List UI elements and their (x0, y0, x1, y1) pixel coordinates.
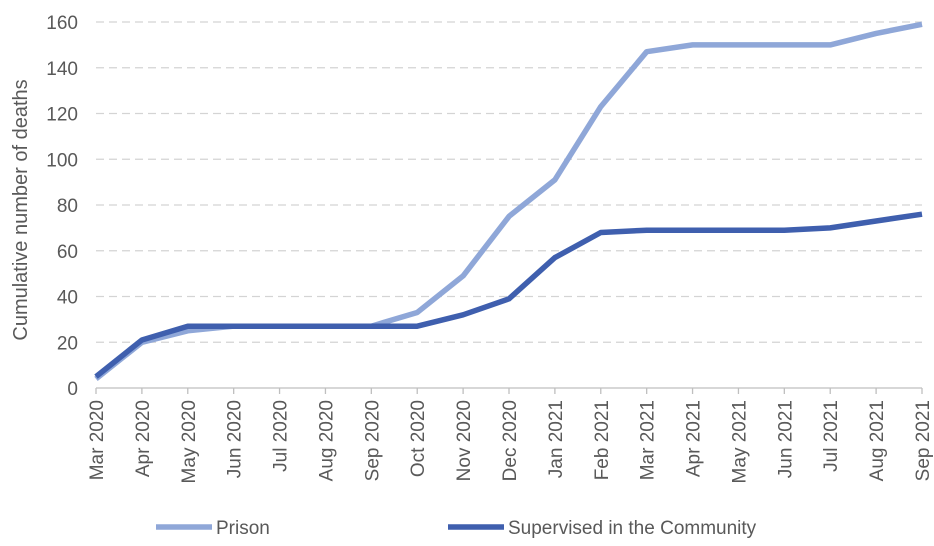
x-tick-label: Sep 2020 (362, 400, 383, 481)
x-tick-label: Jul 2021 (821, 400, 842, 472)
x-tick-label: Mar 2021 (638, 400, 659, 480)
x-tick-label: Sep 2021 (913, 400, 934, 481)
x-tick-label: May 2021 (729, 400, 750, 483)
x-tick-label: Jun 2021 (775, 400, 796, 478)
x-tick-label: Nov 2020 (454, 400, 475, 481)
y-tick-label: 160 (46, 13, 78, 34)
y-tick-label: 60 (57, 242, 78, 263)
x-tick-label: Jul 2020 (271, 400, 292, 472)
y-tick-label: 100 (46, 150, 78, 171)
x-tick-label: Aug 2020 (316, 400, 337, 481)
y-tick-label: 140 (46, 59, 78, 80)
gridlines (96, 21, 922, 343)
y-axis-label: Cumulative number of deaths (10, 79, 32, 340)
y-axis: 0 20 40 60 80 100 120 140 160 (46, 13, 78, 400)
series-line-supervised-community (94, 211, 923, 379)
y-tick-label: 40 (57, 288, 78, 309)
x-tick-label: Apr 2020 (133, 400, 154, 477)
x-tick-label: Mar 2020 (87, 400, 108, 480)
y-tick-label: 120 (46, 105, 78, 126)
y-tick-label: 80 (57, 196, 78, 217)
x-tick-label: May 2020 (179, 400, 200, 483)
x-tick-label: Feb 2021 (592, 400, 613, 480)
y-tick-label: 0 (67, 379, 78, 400)
x-tick-label: Apr 2021 (684, 400, 705, 477)
x-tick-label: Dec 2020 (500, 400, 521, 481)
legend-label: Prison (216, 518, 270, 539)
y-tick-label: 20 (57, 333, 78, 354)
legend-label: Supervised in the Community (508, 518, 757, 539)
legend: Prison Supervised in the Community (156, 518, 757, 539)
x-tick-label: Aug 2021 (867, 400, 888, 481)
series-lines (94, 21, 923, 382)
x-tick-label: Oct 2020 (408, 400, 429, 477)
x-tick-label: Jun 2020 (225, 400, 246, 478)
x-tick-label: Jan 2021 (546, 400, 567, 478)
x-axis: Mar 2020 Apr 2020 May 2020 Jun 2020 Jul 2020… (87, 387, 934, 483)
